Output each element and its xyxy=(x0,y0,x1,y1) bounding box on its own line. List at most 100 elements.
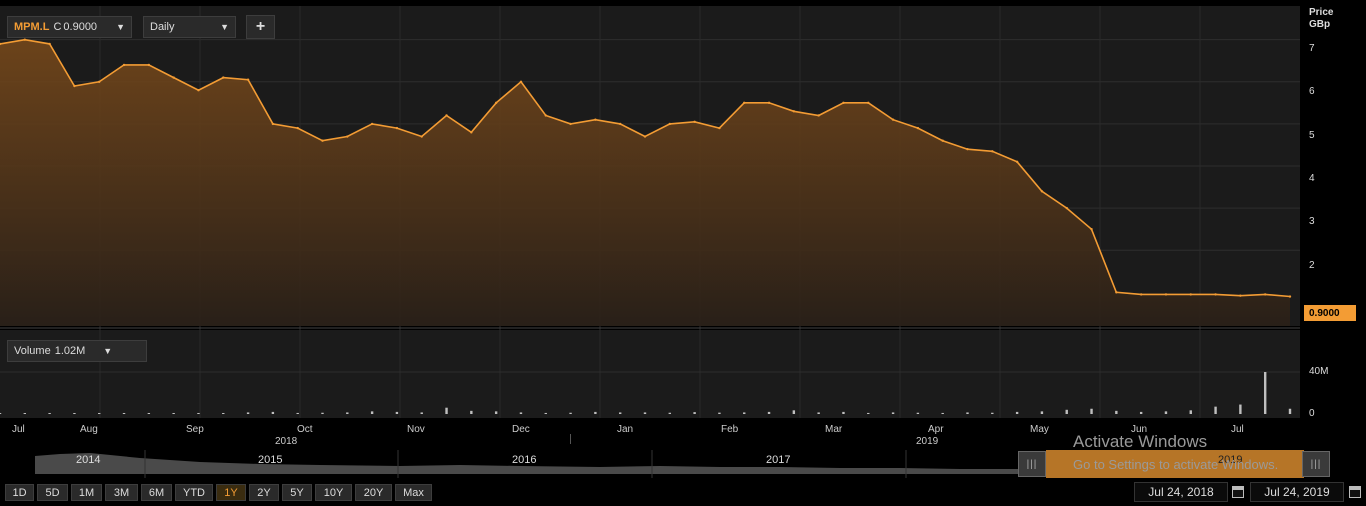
month-label: Jun xyxy=(1131,424,1148,435)
price-point xyxy=(569,122,572,126)
price-point xyxy=(395,126,399,130)
symbol-selector[interactable]: MPM.L C 0.9000 ▼ xyxy=(7,16,132,38)
price-point xyxy=(594,118,597,121)
time-axis xyxy=(0,418,1300,448)
volume-bar xyxy=(718,412,721,414)
month-label: Feb xyxy=(721,424,739,435)
volume-bar xyxy=(693,412,696,414)
navigator-history xyxy=(35,450,1020,478)
volume-bar xyxy=(346,412,349,414)
close-prefix: C xyxy=(53,21,62,33)
volume-bar xyxy=(842,411,845,414)
volume-plot-area[interactable] xyxy=(0,330,1300,418)
symbol-label: MPM.L xyxy=(14,21,50,33)
volume-bar xyxy=(0,413,2,414)
watermark-title: Activate Windows xyxy=(1073,432,1208,451)
price-point xyxy=(668,122,672,126)
volume-label: Volume xyxy=(14,345,51,357)
range-button-ytd[interactable]: YTD xyxy=(175,484,213,501)
volume-bar xyxy=(668,412,672,414)
price-point xyxy=(222,76,225,79)
navigator-selection[interactable] xyxy=(1046,450,1304,478)
price-point xyxy=(1065,206,1068,210)
volume-bar xyxy=(23,413,27,414)
month-label: Jul xyxy=(12,424,25,435)
calendar-icon[interactable] xyxy=(1349,486,1361,498)
range-button-1m[interactable]: 1M xyxy=(71,484,102,501)
price-point xyxy=(817,114,820,117)
axis-divider xyxy=(570,434,571,444)
add-indicator-button[interactable]: + xyxy=(246,15,275,39)
range-button-max[interactable]: Max xyxy=(395,484,432,501)
chevron-down-icon[interactable]: ▼ xyxy=(103,346,113,356)
interval-label: Daily xyxy=(150,21,175,33)
price-point xyxy=(1164,293,1168,296)
volume-bar xyxy=(916,412,920,414)
price-point xyxy=(470,131,473,134)
price-point xyxy=(519,80,523,83)
volume-bar xyxy=(1115,410,1118,414)
volume-bar xyxy=(271,411,275,414)
volume-bar xyxy=(1040,411,1044,414)
close-value: 0.9000 xyxy=(63,21,98,33)
volume-bar xyxy=(618,412,622,414)
calendar-icon[interactable] xyxy=(1232,486,1244,498)
volume-bar xyxy=(222,413,225,414)
month-label: Mar xyxy=(825,424,843,435)
volume-bar xyxy=(395,411,399,414)
volume-bar xyxy=(147,413,151,414)
volume-bar xyxy=(1239,404,1242,414)
volume-bar xyxy=(1189,410,1192,414)
price-point xyxy=(966,147,969,151)
price-point xyxy=(197,89,200,92)
price-point xyxy=(544,114,547,117)
volume-bar xyxy=(792,410,796,414)
navigator-right-handle[interactable]: ||| xyxy=(1302,451,1330,477)
chevron-down-icon[interactable]: ▼ xyxy=(116,22,125,32)
interval-selector[interactable]: Daily ▼ xyxy=(143,16,236,38)
volume-bar xyxy=(470,410,473,414)
navigator-year: 2019 xyxy=(1218,454,1243,466)
month-label: Oct xyxy=(297,424,313,435)
price-point xyxy=(792,110,796,113)
range-button-6m[interactable]: 6M xyxy=(141,484,172,501)
chevron-down-icon[interactable]: ▼ xyxy=(220,22,229,32)
range-button-1y[interactable]: 1Y xyxy=(216,484,246,501)
volume-tick-0: 0 xyxy=(1309,408,1315,419)
volume-bar xyxy=(1139,411,1143,414)
range-button-2y[interactable]: 2Y xyxy=(249,484,279,501)
price-point xyxy=(122,63,126,67)
price-tick-7: 7 xyxy=(1309,43,1315,54)
price-point xyxy=(842,101,845,105)
price-point xyxy=(494,101,498,105)
end-date-field[interactable]: Jul 24, 2019 xyxy=(1250,482,1344,502)
volume-bar xyxy=(544,412,547,414)
navigator-year: 2015 xyxy=(258,454,283,466)
navigator-left-handle[interactable]: ||| xyxy=(1018,451,1046,477)
volume-bars xyxy=(0,372,1292,414)
price-point xyxy=(73,84,76,88)
range-button-20y[interactable]: 20Y xyxy=(355,484,392,501)
price-point xyxy=(867,101,870,105)
price-point xyxy=(23,38,27,41)
price-point xyxy=(0,42,2,46)
range-button-3m[interactable]: 3M xyxy=(105,484,138,501)
range-button-5d[interactable]: 5D xyxy=(37,484,68,501)
month-label: Aug xyxy=(80,424,98,435)
volume-bar xyxy=(1214,406,1217,414)
month-label: Apr xyxy=(928,424,944,435)
range-button-10y[interactable]: 10Y xyxy=(315,484,352,501)
start-date-field[interactable]: Jul 24, 2018 xyxy=(1134,482,1228,502)
volume-bar xyxy=(966,412,969,414)
price-points xyxy=(0,38,1292,298)
volume-bar xyxy=(1263,372,1267,414)
range-button-1d[interactable]: 1D xyxy=(5,484,34,501)
navigator-year: 2016 xyxy=(512,454,537,466)
volume-selector[interactable]: Volume 1.02M ▼ xyxy=(7,340,147,362)
volume-bar xyxy=(321,412,324,414)
watermark-text: Go to Settings to activate Windows. xyxy=(1073,457,1279,472)
volume-bar xyxy=(1065,409,1068,414)
volume-bar xyxy=(48,413,51,414)
volume-bar xyxy=(569,412,572,414)
range-button-5y[interactable]: 5Y xyxy=(282,484,312,501)
